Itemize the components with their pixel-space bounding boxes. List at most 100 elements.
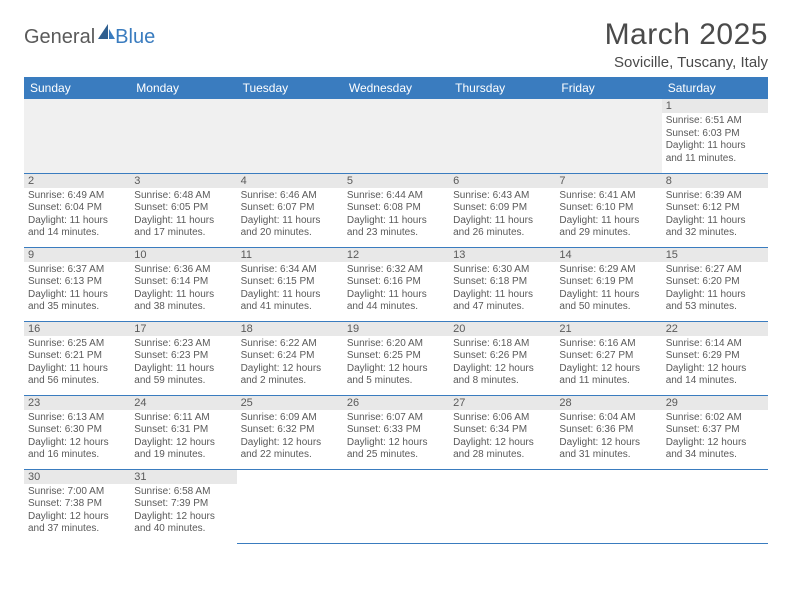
- sunrise: Sunrise: 6:20 AM: [347, 338, 445, 351]
- sunrise: Sunrise: 6:30 AM: [453, 264, 551, 277]
- sunrise: Sunrise: 6:22 AM: [241, 338, 339, 351]
- calendar-row: 23Sunrise: 6:13 AMSunset: 6:30 PMDayligh…: [24, 395, 768, 469]
- sunrise: Sunrise: 7:00 AM: [28, 486, 126, 499]
- calendar-cell: 14Sunrise: 6:29 AMSunset: 6:19 PMDayligh…: [555, 247, 661, 321]
- day-number: 3: [130, 174, 236, 188]
- day-detail: Sunrise: 6:25 AMSunset: 6:21 PMDaylight:…: [28, 338, 126, 388]
- daylight: Daylight: 12 hours and 11 minutes.: [559, 363, 657, 388]
- sunset: Sunset: 6:04 PM: [28, 202, 126, 215]
- header-row: General Blue March 2025 Sovicille, Tusca…: [24, 18, 768, 71]
- sunrise: Sunrise: 6:32 AM: [347, 264, 445, 277]
- calendar-cell: 10Sunrise: 6:36 AMSunset: 6:14 PMDayligh…: [130, 247, 236, 321]
- calendar-cell: 24Sunrise: 6:11 AMSunset: 6:31 PMDayligh…: [130, 395, 236, 469]
- sunset: Sunset: 6:18 PM: [453, 276, 551, 289]
- daylight: Daylight: 11 hours and 29 minutes.: [559, 215, 657, 240]
- sunset: Sunset: 7:38 PM: [28, 498, 126, 511]
- daylight: Daylight: 12 hours and 16 minutes.: [28, 437, 126, 462]
- calendar-cell: 29Sunrise: 6:02 AMSunset: 6:37 PMDayligh…: [662, 395, 768, 469]
- sunset: Sunset: 6:30 PM: [28, 424, 126, 437]
- calendar-cell: 26Sunrise: 6:07 AMSunset: 6:33 PMDayligh…: [343, 395, 449, 469]
- daylight: Daylight: 11 hours and 35 minutes.: [28, 289, 126, 314]
- calendar-cell-blank: [662, 469, 768, 543]
- day-detail: Sunrise: 6:30 AMSunset: 6:18 PMDaylight:…: [453, 264, 551, 314]
- sunset: Sunset: 6:34 PM: [453, 424, 551, 437]
- calendar-row: 16 Sunrise: 6:25 AMSunset: 6:21 PMDayligh…: [24, 321, 768, 395]
- daylight: Daylight: 12 hours and 5 minutes.: [347, 363, 445, 388]
- daylight: Daylight: 11 hours and 38 minutes.: [134, 289, 232, 314]
- sunrise: Sunrise: 6:39 AM: [666, 190, 764, 203]
- day-number: 11: [237, 248, 343, 262]
- daylight: Daylight: 11 hours and 20 minutes.: [241, 215, 339, 240]
- calendar-row: 2Sunrise: 6:49 AMSunset: 6:04 PMDaylight…: [24, 173, 768, 247]
- day-number: 13: [449, 248, 555, 262]
- sunset: Sunset: 6:08 PM: [347, 202, 445, 215]
- day-detail: Sunrise: 6:18 AMSunset: 6:26 PMDaylight:…: [453, 338, 551, 388]
- calendar-cell: 31Sunrise: 6:58 AMSunset: 7:39 PMDayligh…: [130, 469, 236, 543]
- calendar-cell: 11 Sunrise: 6:34 AMSunset: 6:15 PMDayligh…: [237, 247, 343, 321]
- sunset: Sunset: 6:07 PM: [241, 202, 339, 215]
- sunrise: Sunrise: 6:04 AM: [559, 412, 657, 425]
- day-detail: Sunrise: 6:23 AMSunset: 6:23 PMDaylight:…: [134, 338, 232, 388]
- sunrise: Sunrise: 6:25 AM: [28, 338, 126, 351]
- day-detail: Sunrise: 6:46 AMSunset: 6:07 PMDaylight:…: [241, 190, 339, 240]
- day-number: 16: [24, 322, 130, 336]
- sunrise: Sunrise: 6:16 AM: [559, 338, 657, 351]
- sunset: Sunset: 6:10 PM: [559, 202, 657, 215]
- title-block: March 2025 Sovicille, Tuscany, Italy: [605, 18, 768, 71]
- calendar-cell-blank: [343, 99, 449, 173]
- daylight: Daylight: 12 hours and 8 minutes.: [453, 363, 551, 388]
- calendar-row: 1Sunrise: 6:51 AMSunset: 6:03 PMDaylight…: [24, 99, 768, 173]
- calendar-table: SundayMondayTuesdayWednesdayThursdayFrid…: [24, 77, 768, 544]
- daylight: Daylight: 12 hours and 2 minutes.: [241, 363, 339, 388]
- daylight: Daylight: 12 hours and 25 minutes.: [347, 437, 445, 462]
- sunset: Sunset: 6:25 PM: [347, 350, 445, 363]
- day-number: 25: [237, 396, 343, 410]
- sunset: Sunset: 6:14 PM: [134, 276, 232, 289]
- sunset: Sunset: 6:37 PM: [666, 424, 764, 437]
- day-number: 8: [662, 174, 768, 188]
- sunset: Sunset: 6:31 PM: [134, 424, 232, 437]
- calendar-cell: 27Sunrise: 6:06 AMSunset: 6:34 PMDayligh…: [449, 395, 555, 469]
- day-number: 7: [555, 174, 661, 188]
- day-number: 4: [237, 174, 343, 188]
- day-detail: Sunrise: 6:02 AMSunset: 6:37 PMDaylight:…: [666, 412, 764, 462]
- logo-general: General: [24, 26, 95, 49]
- sunrise: Sunrise: 6:09 AM: [241, 412, 339, 425]
- day-detail: Sunrise: 6:11 AMSunset: 6:31 PMDaylight:…: [134, 412, 232, 462]
- sunset: Sunset: 6:09 PM: [453, 202, 551, 215]
- calendar-cell: 16 Sunrise: 6:25 AMSunset: 6:21 PMDayligh…: [24, 321, 130, 395]
- daylight: Daylight: 11 hours and 14 minutes.: [28, 215, 126, 240]
- day-detail: Sunrise: 6:34 AMSunset: 6:15 PMDaylight:…: [241, 264, 339, 314]
- day-detail: Sunrise: 6:07 AMSunset: 6:33 PMDaylight:…: [347, 412, 445, 462]
- calendar-cell-blank: [555, 99, 661, 173]
- day-detail: Sunrise: 6:41 AMSunset: 6:10 PMDaylight:…: [559, 190, 657, 240]
- weekday-header: Saturday: [662, 77, 768, 99]
- day-detail: Sunrise: 6:20 AMSunset: 6:25 PMDaylight:…: [347, 338, 445, 388]
- calendar-cell: 3Sunrise: 6:48 AMSunset: 6:05 PMDaylight…: [130, 173, 236, 247]
- sunrise: Sunrise: 6:44 AM: [347, 190, 445, 203]
- day-number: 1: [662, 99, 768, 113]
- calendar-cell-blank: [555, 469, 661, 543]
- location: Sovicille, Tuscany, Italy: [605, 54, 768, 71]
- day-detail: Sunrise: 6:44 AMSunset: 6:08 PMDaylight:…: [347, 190, 445, 240]
- daylight: Daylight: 12 hours and 40 minutes.: [134, 511, 232, 536]
- day-number: 15: [662, 248, 768, 262]
- weekday-header: Friday: [555, 77, 661, 99]
- sunrise: Sunrise: 6:18 AM: [453, 338, 551, 351]
- day-number: 19: [343, 322, 449, 336]
- day-detail: Sunrise: 6:29 AMSunset: 6:19 PMDaylight:…: [559, 264, 657, 314]
- sunrise: Sunrise: 6:37 AM: [28, 264, 126, 277]
- daylight: Daylight: 11 hours and 50 minutes.: [559, 289, 657, 314]
- calendar-cell: 15Sunrise: 6:27 AMSunset: 6:20 PMDayligh…: [662, 247, 768, 321]
- page-title: March 2025: [605, 18, 768, 52]
- logo-blue: Blue: [115, 26, 155, 49]
- calendar-cell: 30Sunrise: 7:00 AMSunset: 7:38 PMDayligh…: [24, 469, 130, 543]
- calendar-cell: 25Sunrise: 6:09 AMSunset: 6:32 PMDayligh…: [237, 395, 343, 469]
- daylight: Daylight: 11 hours and 44 minutes.: [347, 289, 445, 314]
- sunrise: Sunrise: 6:49 AM: [28, 190, 126, 203]
- calendar-cell: 18Sunrise: 6:22 AMSunset: 6:24 PMDayligh…: [237, 321, 343, 395]
- day-number: 21: [555, 322, 661, 336]
- calendar-row: 9Sunrise: 6:37 AMSunset: 6:13 PMDaylight…: [24, 247, 768, 321]
- daylight: Daylight: 12 hours and 34 minutes.: [666, 437, 764, 462]
- day-detail: Sunrise: 6:04 AMSunset: 6:36 PMDaylight:…: [559, 412, 657, 462]
